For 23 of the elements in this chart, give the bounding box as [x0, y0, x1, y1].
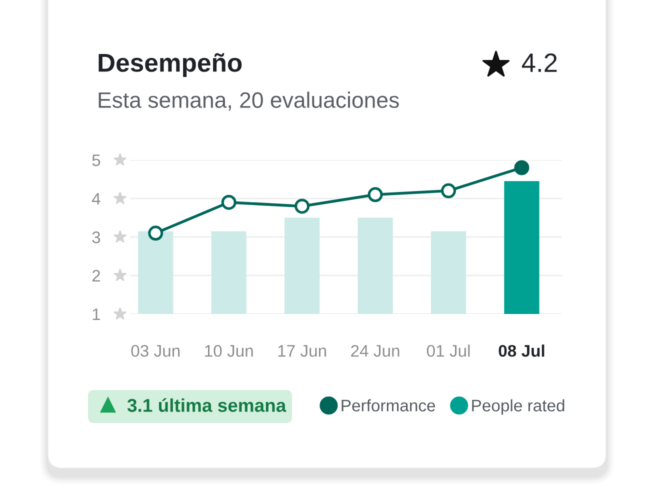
y-tick-label: 5 — [92, 154, 100, 166]
x-tick-label: 10 Jun — [205, 344, 253, 357]
legend-label: People rated — [472, 399, 564, 415]
x-tick-label: 08 Jul — [498, 344, 544, 357]
text: 3.1 última semana — [127, 398, 286, 412]
text: 4.2 — [522, 53, 557, 72]
y-tick-label: 3 — [92, 231, 100, 244]
point — [148, 226, 164, 241]
x-tick-label: 24 Jun — [351, 344, 400, 357]
legend-label: Performance — [342, 399, 436, 412]
point — [441, 183, 456, 198]
x-tick-label: 01 Jul — [426, 344, 470, 357]
point — [368, 187, 383, 202]
x-tick-label: 03 Jun — [131, 344, 180, 357]
point — [221, 194, 236, 210]
chart-subtitle: Esta semana, 20 evaluaciones — [98, 92, 399, 111]
y-tick-label: 2 — [92, 270, 100, 282]
chart-title: Desempeño — [98, 53, 242, 77]
y-tick-label: 1 — [92, 308, 100, 320]
point — [514, 160, 530, 176]
x-tick-label: 17 Jun — [278, 345, 326, 357]
y-tick-label: 4 — [92, 193, 100, 205]
point — [294, 198, 310, 214]
